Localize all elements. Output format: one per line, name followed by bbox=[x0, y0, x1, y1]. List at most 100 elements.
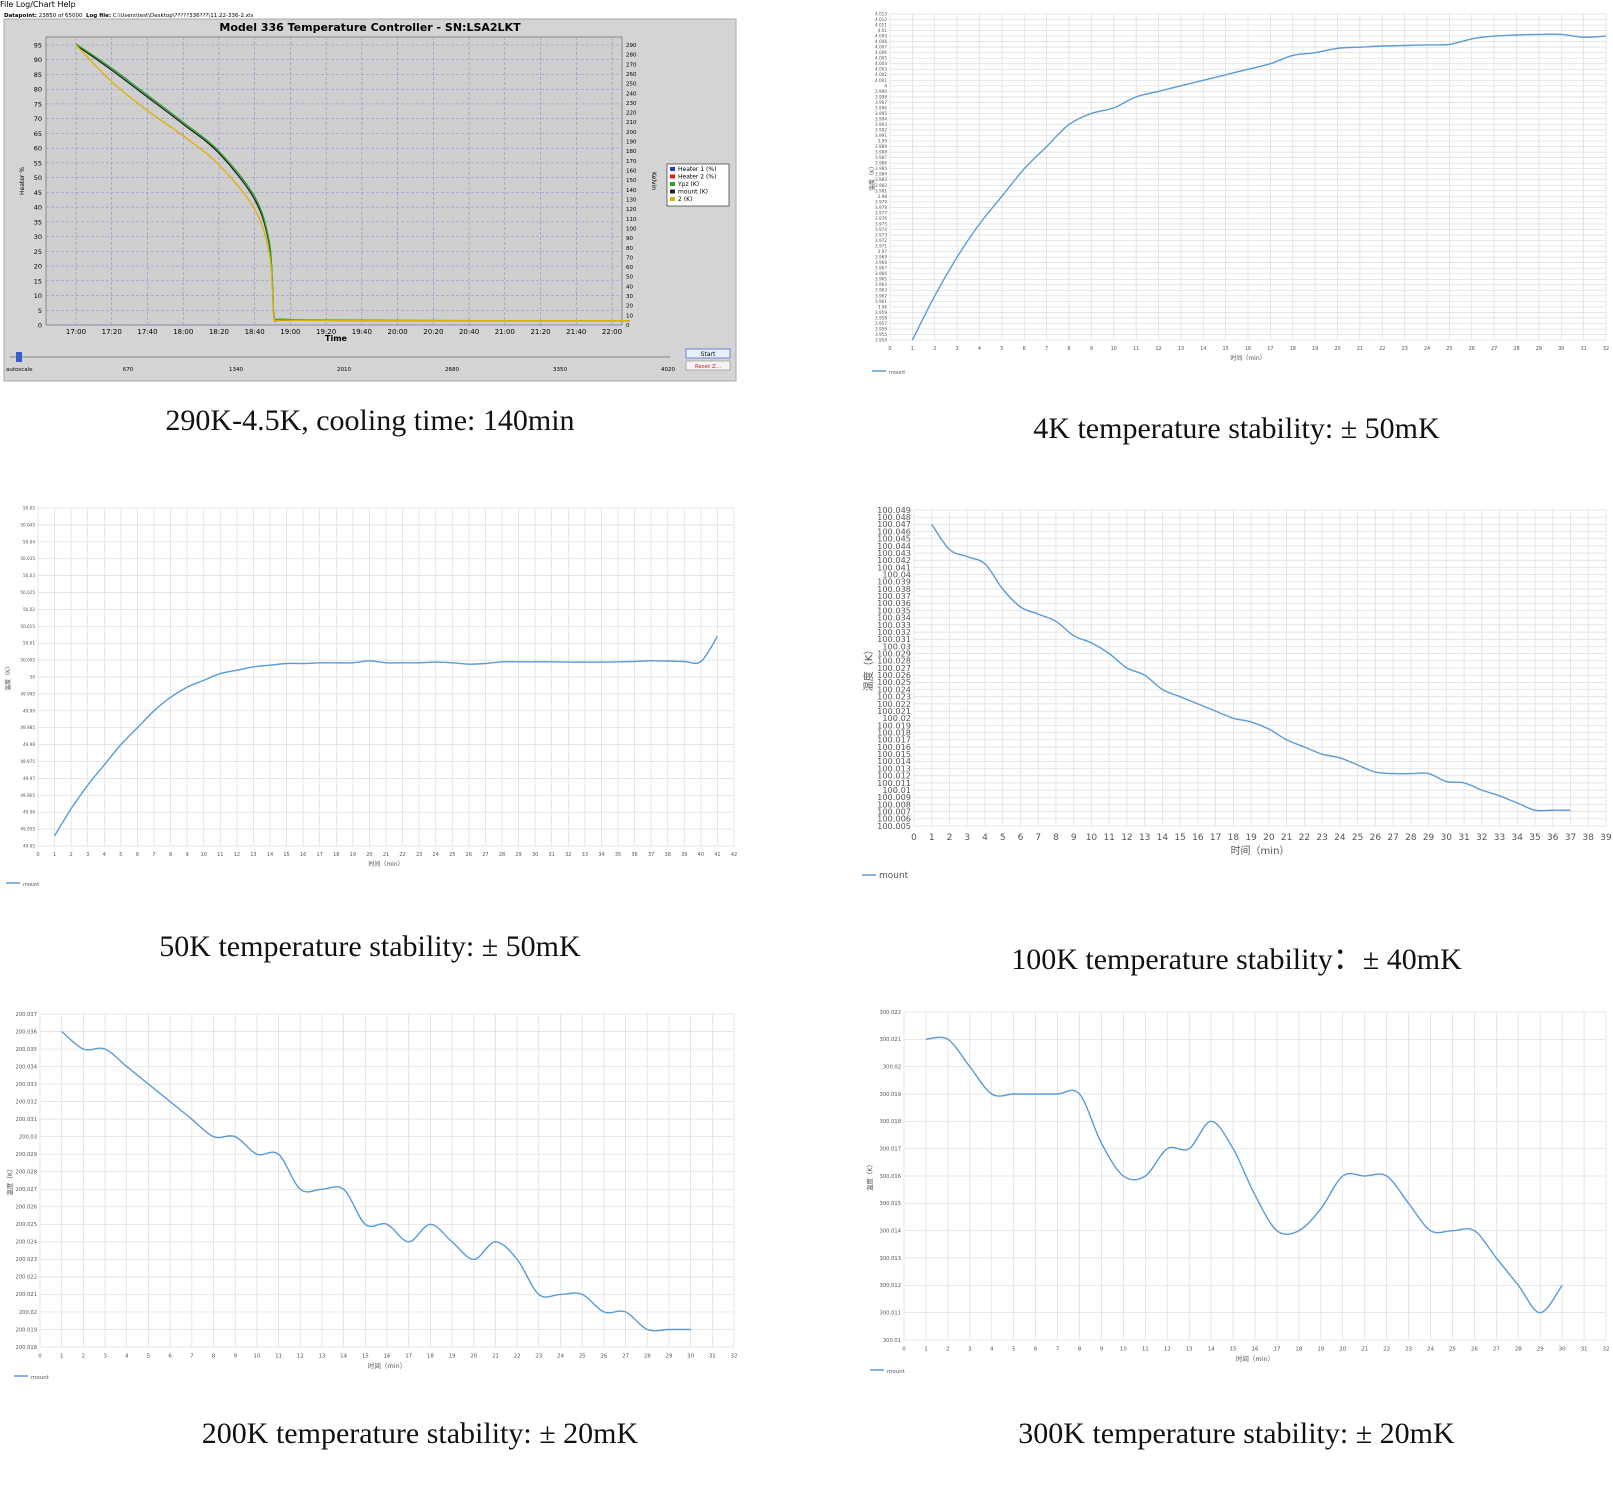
y-tick-label: 50 bbox=[30, 674, 36, 679]
y-tick-label: 3.982 bbox=[875, 183, 887, 188]
x-tick-label: 15 bbox=[1230, 1347, 1237, 1353]
x-tick-label: 10 bbox=[1120, 1347, 1127, 1353]
panel-100k: 100.005 100.006 100.007 100.008 100.009 100.0… bbox=[860, 502, 1613, 908]
y-tick-label: 4.013 bbox=[875, 11, 887, 16]
y-tick-label: 100.027 bbox=[877, 663, 911, 673]
y-tick-label: 200.032 bbox=[16, 1099, 37, 1105]
x-tick-label: 27 bbox=[482, 852, 488, 858]
x-tick-label: 21:00 bbox=[495, 328, 515, 336]
legend-swatch bbox=[670, 174, 675, 179]
x-tick-label: 27 bbox=[622, 1354, 629, 1360]
y-tick-label: 100.034 bbox=[877, 613, 911, 623]
x-tick-label: 25 bbox=[1449, 1347, 1456, 1353]
time-slider-thumb[interactable] bbox=[16, 352, 22, 362]
y-tick-label: 100.024 bbox=[877, 684, 911, 694]
x-tick-label: 10 bbox=[201, 852, 207, 858]
x-tick-label: 11 bbox=[217, 852, 223, 858]
y-axis-label: 温度（K） bbox=[5, 1165, 14, 1195]
x-tick-label: 8 bbox=[1078, 1347, 1082, 1353]
x-tick-label: 32 bbox=[1603, 346, 1609, 352]
info-logfile: C:\Users\test\Desktop\?????336???\11.22-… bbox=[112, 13, 254, 19]
x-tick-label: 7 bbox=[1045, 346, 1048, 352]
y-tick-label: 100.033 bbox=[877, 620, 911, 630]
x-tick-label: 14 bbox=[340, 1354, 347, 1360]
chart-200k: 200.018 200.019 200.02 200.021 200.022 200.02… bbox=[5, 1012, 738, 1381]
legend-label: mount bbox=[879, 871, 909, 881]
x-tick-label: 37 bbox=[648, 852, 654, 858]
reset-zoom-button[interactable] bbox=[685, 360, 731, 371]
series-line-mount bbox=[911, 33, 1607, 341]
x-tick-label: 28 bbox=[1405, 833, 1417, 843]
info-label-datapoint: Datapoint: bbox=[4, 13, 37, 19]
y-tick-label: 300.011 bbox=[880, 1310, 901, 1316]
y-tick-label: 3.962 bbox=[875, 293, 887, 298]
x-tick-label: 0 bbox=[902, 1347, 906, 1353]
x-tick-label: 20 bbox=[1334, 346, 1340, 352]
y2-tick-label: 120 bbox=[626, 207, 637, 213]
series-line-mount bbox=[925, 1036, 1563, 1314]
x-tick-label: 23 bbox=[1316, 833, 1327, 843]
legend-label: 2 (K) bbox=[678, 196, 692, 203]
y-axis-label: Heater % bbox=[19, 167, 26, 195]
y-tick-label: 3.963 bbox=[875, 288, 887, 293]
legend-label: mount (K) bbox=[678, 189, 708, 196]
x-tick-label: 31 bbox=[1580, 346, 1586, 352]
x-tick-label: 12 bbox=[1164, 1347, 1171, 1353]
x-tick-label: 22 bbox=[1383, 1347, 1390, 1353]
x-tick-label: 6 bbox=[1018, 833, 1024, 843]
slider-tick-label: 1340 bbox=[229, 367, 243, 373]
y-tick-label: 3.981 bbox=[875, 188, 887, 193]
x-tick-label: 39 bbox=[681, 852, 687, 858]
y-tick-label: 49.965 bbox=[20, 793, 35, 798]
x-tick-label: 36 bbox=[631, 852, 637, 858]
x-tick-label: 9 bbox=[186, 852, 189, 858]
x-tick-label: 30 bbox=[1441, 833, 1453, 843]
y-tick-label: 70 bbox=[34, 115, 42, 123]
y2-tick-label: 280 bbox=[626, 53, 637, 59]
y-tick-label: 3.98 bbox=[878, 194, 888, 199]
y-tick-label: 200.031 bbox=[16, 1117, 37, 1123]
x-tick-label: 38 bbox=[665, 852, 671, 858]
menu-bar[interactable]: File Log/Chart Help bbox=[0, 0, 76, 9]
y2-tick-label: 260 bbox=[626, 72, 637, 78]
y-tick-label: 4.006 bbox=[875, 50, 887, 55]
y2-tick-label: 20 bbox=[626, 304, 633, 310]
x-tick-label: 23 bbox=[416, 852, 422, 858]
legend-label: Heater 1 (%) bbox=[678, 166, 716, 173]
y-tick-label: 100.018 bbox=[877, 728, 911, 738]
y-tick-label: 3.973 bbox=[875, 232, 887, 237]
x-tick-label: 8 bbox=[212, 1354, 216, 1360]
y-tick-label: 3.992 bbox=[875, 128, 887, 133]
x-tick-label: 30 bbox=[532, 852, 538, 858]
x-tick-label: 3 bbox=[956, 346, 959, 352]
y2-tick-label: 160 bbox=[626, 169, 637, 175]
x-tick-label: 19 bbox=[1317, 1347, 1324, 1353]
y-tick-label: 100.007 bbox=[877, 807, 911, 817]
y-tick-label: 49.98 bbox=[23, 742, 35, 747]
y-tick-label: 3.975 bbox=[875, 221, 887, 226]
x-tick-label: 22 bbox=[1299, 833, 1310, 843]
x-tick-label: 19 bbox=[1312, 346, 1318, 352]
x-tick-label: 4 bbox=[982, 833, 988, 843]
start-button[interactable] bbox=[685, 348, 731, 359]
y-tick-label: 100.02 bbox=[882, 713, 911, 723]
x-tick-label: 16 bbox=[1245, 346, 1251, 352]
y-tick-label: 3.96 bbox=[878, 304, 888, 309]
x-tick-label: 7 bbox=[1056, 1347, 1060, 1353]
x-tick-label: 14 bbox=[1157, 833, 1169, 843]
x-tick-label: 25 bbox=[1446, 346, 1452, 352]
y-tick-label: 100.026 bbox=[877, 670, 911, 680]
x-tick-label: 13 bbox=[250, 852, 256, 858]
x-tick-label: 27 bbox=[1493, 1347, 1500, 1353]
x-tick-label: 32 bbox=[1476, 833, 1487, 843]
y-tick-label: 50.02 bbox=[23, 607, 35, 612]
x-tick-label: 14 bbox=[267, 852, 273, 858]
x-tick-label: 17:20 bbox=[102, 328, 122, 336]
y-tick-label: 100.017 bbox=[877, 735, 911, 745]
y2-tick-label: 150 bbox=[626, 178, 637, 184]
x-tick-label: 18 bbox=[333, 852, 339, 858]
x-axis-label: 时间（min） bbox=[1236, 1354, 1274, 1363]
y-tick-label: 49.975 bbox=[20, 759, 35, 764]
y2-tick-label: 220 bbox=[626, 111, 637, 117]
x-tick-label: 16 bbox=[1192, 833, 1204, 843]
